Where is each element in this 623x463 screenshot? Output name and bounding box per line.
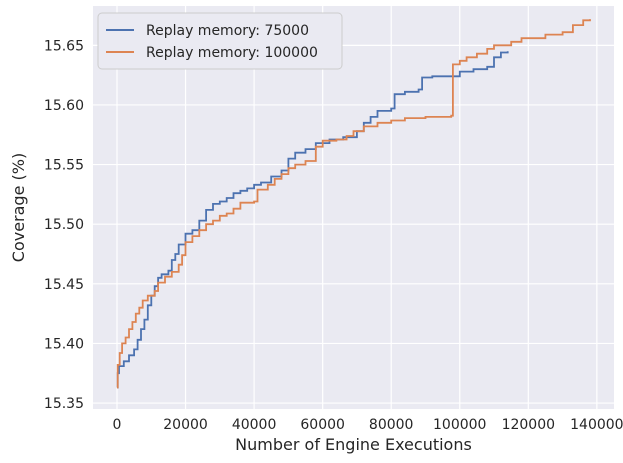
- x-tick-label: 100000: [433, 417, 486, 433]
- y-tick-label: 15.45: [44, 277, 84, 293]
- x-tick-label: 140000: [570, 417, 623, 433]
- y-tick-label: 15.60: [44, 98, 84, 114]
- x-tick-label: 80000: [369, 417, 414, 433]
- series-lines: [116, 19, 591, 389]
- y-tick-labels: 15.35 15.40 15.45 15.50 15.55 15.60 15.65: [44, 38, 84, 412]
- x-axis-title: Number of Engine Executions: [235, 435, 472, 454]
- series-line-0: [116, 51, 509, 389]
- x-tick-label: 0: [113, 417, 122, 433]
- y-tick-label: 15.35: [44, 396, 84, 412]
- series-line-1: [116, 19, 591, 389]
- legend-label-100000: Replay memory: 100000: [146, 45, 318, 61]
- legend-label-75000: Replay memory: 75000: [146, 23, 309, 39]
- y-tick-label: 15.55: [44, 158, 84, 174]
- x-tick-labels: 0 20000 40000 60000 80000 100000 120000 140000: [113, 417, 623, 433]
- y-tick-label: 15.65: [44, 38, 84, 54]
- y-axis-title: Coverage (%): [9, 153, 28, 262]
- x-tick-label: 40000: [232, 417, 277, 433]
- grid-lines: [93, 6, 614, 409]
- x-tick-label: 120000: [502, 417, 555, 433]
- y-tick-label: 15.50: [44, 217, 84, 233]
- plot-background: [93, 6, 614, 409]
- x-tick-label: 60000: [300, 417, 345, 433]
- x-tick-label: 20000: [163, 417, 208, 433]
- y-tick-label: 15.40: [44, 336, 84, 352]
- legend-box: [97, 12, 343, 70]
- legend: Replay memory: 75000 Replay memory: 1000…: [97, 12, 343, 70]
